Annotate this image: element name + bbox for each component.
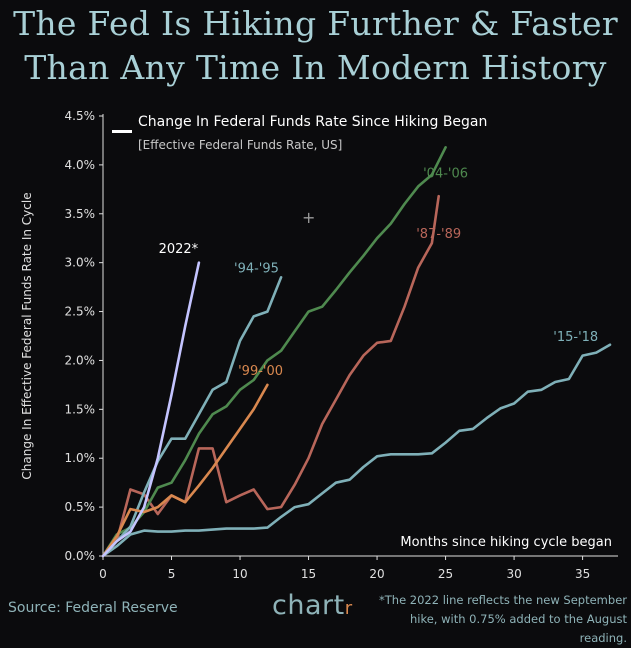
x-tick-label: 0 xyxy=(99,567,107,581)
x-tick-label: 35 xyxy=(575,567,590,581)
chart-title: The Fed Is Hiking Further & Faster Than … xyxy=(0,2,631,90)
x-tick-label: 30 xyxy=(506,567,521,581)
series-line-15-18 xyxy=(101,343,612,558)
legend-title: Change In Federal Funds Rate Since Hikin… xyxy=(138,114,488,130)
x-tick-label: 10 xyxy=(232,567,247,581)
series-line-87-89 xyxy=(101,194,441,558)
series-label-94-95: '94-'95 xyxy=(234,261,279,276)
footnote: *The 2022 line reflects the new Septembe… xyxy=(379,593,627,645)
y-tick-label: 4.0% xyxy=(65,158,96,172)
x-tick-label: 5 xyxy=(168,567,176,581)
y-tick-label: 1.5% xyxy=(65,402,96,416)
y-tick-label: 3.5% xyxy=(65,207,96,221)
source-note: Source: Federal Reserve xyxy=(8,600,178,616)
x-axis-label: Months since hiking cycle began xyxy=(400,535,612,550)
y-axis-label: Change In Effective Federal Funds Rate I… xyxy=(20,192,34,479)
y-tick-label: 0.5% xyxy=(65,500,96,514)
series-line-2022 xyxy=(101,261,201,558)
x-tick-label: 15 xyxy=(301,567,316,581)
series-line-94-95 xyxy=(101,275,283,558)
series-line-04-06 xyxy=(101,146,447,558)
series-line-99-00 xyxy=(101,383,269,558)
y-tick-label: 0.0% xyxy=(65,549,96,563)
brand-logo: chartr xyxy=(272,590,353,621)
series-label-15-18: '15-'18 xyxy=(553,330,598,345)
brand-text: chart xyxy=(272,590,345,621)
y-tick-label: 1.0% xyxy=(65,451,96,465)
title-line-2: Than Any Time In Modern History xyxy=(24,48,607,87)
x-tick-label: 25 xyxy=(438,567,453,581)
series-label-87-89: '87-'89 xyxy=(416,227,461,242)
plus-marker: + xyxy=(302,208,316,227)
series-label-04-06: '04-'06 xyxy=(423,167,468,182)
y-tick-label: 2.0% xyxy=(65,353,96,367)
y-tick-label: 4.5% xyxy=(65,109,96,123)
x-tick-label: 20 xyxy=(369,567,384,581)
brand-accent: r xyxy=(344,598,353,619)
legend-swatch xyxy=(112,130,132,133)
legend-subtitle: [Effective Federal Funds Rate, US] xyxy=(138,138,343,152)
series-label-2022: 2022* xyxy=(159,242,199,257)
series-label-99-00: '99-'00 xyxy=(238,364,283,379)
title-line-1: The Fed Is Hiking Further & Faster xyxy=(13,4,618,43)
y-tick-label: 3.0% xyxy=(65,256,96,270)
y-tick-label: 2.5% xyxy=(65,305,96,319)
